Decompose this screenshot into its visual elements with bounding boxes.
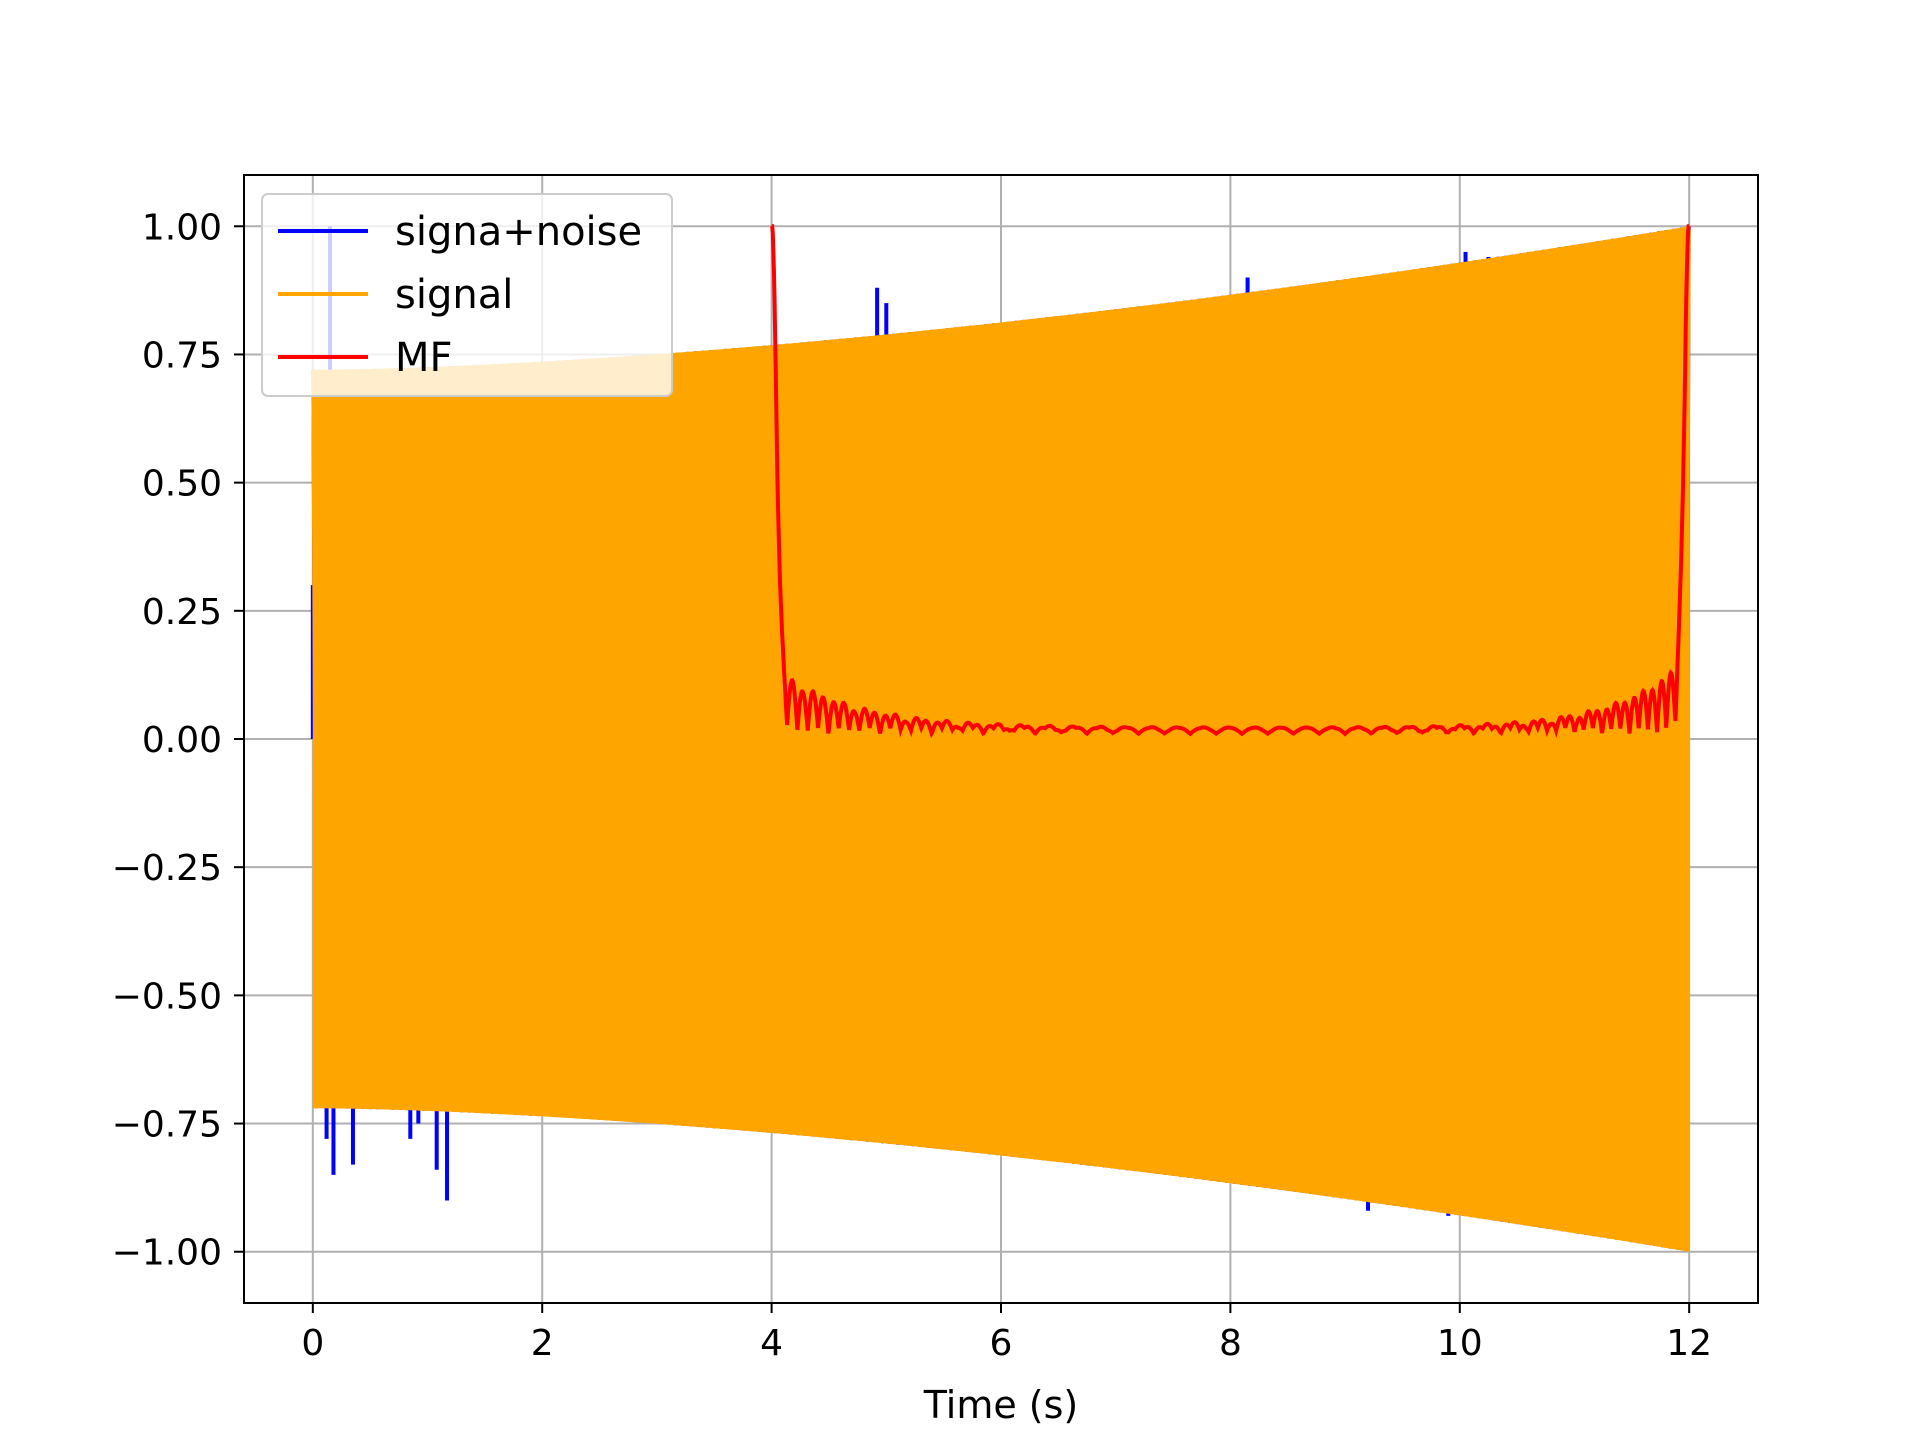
y-tick-label: 0.00 — [142, 720, 222, 761]
y-tick-label: 0.75 — [142, 335, 222, 376]
y-tick-label: 0.50 — [142, 464, 222, 505]
x-tick-label: 12 — [1666, 1323, 1712, 1364]
y-tick-label: −0.75 — [112, 1105, 222, 1146]
series-signal-line — [311, 226, 1691, 1252]
series-layer — [310, 224, 1691, 1252]
legend-box — [261, 193, 673, 397]
x-tick-label: 0 — [301, 1323, 324, 1364]
y-tick-label: −0.25 — [112, 848, 222, 889]
legend-label: signal — [395, 272, 513, 318]
y-tick-label: 1.00 — [142, 207, 222, 248]
legend-label: signa+noise — [395, 209, 642, 255]
y-tick-label: −1.00 — [112, 1233, 222, 1274]
x-axis: 0 2 4 6 8 10 12 — [301, 1303, 1712, 1364]
legend-label: MF — [395, 335, 453, 381]
x-tick-label: 10 — [1437, 1323, 1483, 1364]
x-tick-label: 6 — [990, 1323, 1013, 1364]
legend: signa+noise signal MF — [261, 193, 673, 397]
y-tick-label: 0.25 — [142, 592, 222, 633]
x-tick-label: 2 — [531, 1323, 554, 1364]
series-mf-line — [770, 224, 1691, 739]
x-tick-label: 8 — [1219, 1323, 1242, 1364]
y-tick-label: −0.50 — [112, 976, 222, 1017]
x-axis-label: Time (s) — [923, 1383, 1079, 1427]
x-tick-label: 4 — [760, 1323, 783, 1364]
y-axis: 1.00 0.75 0.50 0.25 0.00 −0.25 −0.50 −0.75 −1.00 — [112, 207, 244, 1274]
